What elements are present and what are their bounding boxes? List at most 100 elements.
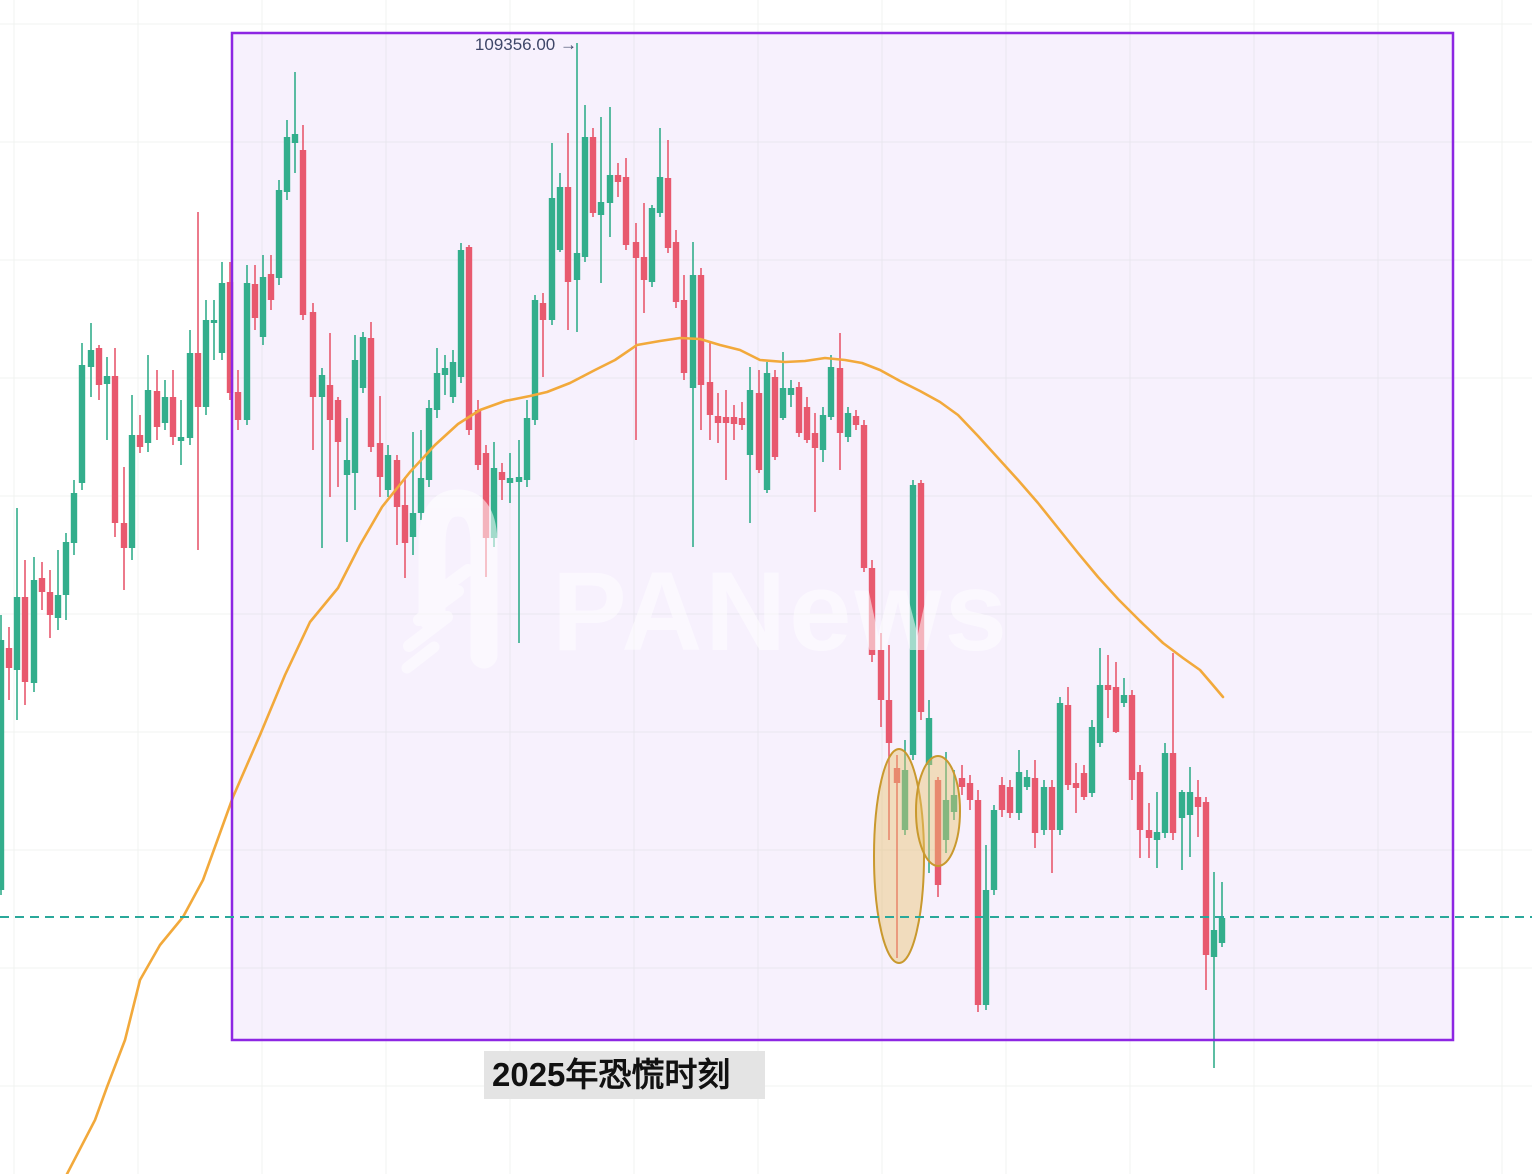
candle-body (1096, 685, 1104, 743)
candle-body (474, 410, 482, 465)
candle-body (194, 353, 202, 407)
candle-body (30, 580, 38, 683)
candle-body (606, 175, 614, 203)
candle-body (564, 187, 572, 282)
candle-body (5, 648, 13, 668)
candle-body (449, 362, 457, 397)
candle-body (1080, 773, 1088, 797)
candle-body (103, 376, 111, 384)
candle-body (597, 202, 605, 215)
high-price-marker: 109356.00 → (475, 35, 577, 54)
candle-body (990, 810, 998, 890)
candle-body (120, 523, 128, 548)
candle-body (656, 177, 664, 213)
candle-body (531, 300, 539, 420)
candle-body (885, 700, 893, 743)
candle-body (144, 390, 152, 443)
candle-body (425, 408, 433, 480)
candle-body (490, 468, 498, 538)
candle-body (1015, 772, 1023, 813)
candle-body (581, 137, 589, 257)
candle-body (1023, 777, 1031, 787)
candle-body (966, 783, 974, 800)
candle-body (343, 460, 351, 475)
candle-body (283, 137, 291, 192)
candle-body (844, 413, 852, 437)
candle-body (54, 595, 62, 618)
candle-body (860, 425, 868, 568)
annotation-ellipse (915, 755, 961, 867)
candle-body (1072, 783, 1080, 788)
candle-body (909, 485, 917, 755)
candle-body (982, 890, 990, 1005)
candle-body (299, 150, 307, 315)
candle-body (1056, 703, 1064, 830)
candle-body (548, 198, 556, 320)
candle-body (318, 375, 326, 397)
candle-body (1153, 832, 1161, 840)
candle-body (811, 433, 819, 448)
candle-body (632, 242, 640, 258)
candle-body (868, 568, 876, 655)
candle-body (787, 388, 795, 395)
candle-body (819, 415, 827, 450)
candle-body (771, 377, 779, 457)
candle-body (1120, 695, 1128, 703)
candle-body (1136, 772, 1144, 830)
candle-body (714, 416, 722, 423)
candle-body (917, 483, 925, 712)
candle-body (697, 275, 705, 385)
candle-body (218, 283, 226, 353)
candle-body (234, 392, 242, 420)
candle-body (482, 453, 490, 538)
watermark-text: PANews (552, 549, 1010, 674)
candle-body (351, 360, 359, 473)
candle-body (441, 368, 449, 375)
candle-body (730, 417, 738, 424)
candle-body (689, 275, 697, 388)
candle-body (202, 320, 210, 407)
candle-body (309, 312, 317, 397)
candle-body (111, 376, 119, 523)
candle-body (38, 578, 46, 592)
candle-body (161, 397, 169, 423)
candle-body (1202, 802, 1210, 955)
candle-body (259, 277, 267, 337)
candle-body (0, 640, 5, 890)
candle-body (186, 353, 194, 438)
candle-body (291, 134, 299, 143)
candle-body (1178, 792, 1186, 818)
candle-body (13, 597, 21, 670)
candle-body (1210, 930, 1218, 957)
candle-body (1104, 685, 1112, 690)
candle-body (706, 382, 714, 415)
candle-body (376, 443, 384, 477)
candle-body (803, 407, 811, 440)
candle-body (1186, 792, 1194, 815)
candle-body (70, 493, 78, 543)
candle-body (539, 303, 547, 320)
candle-body (1006, 787, 1014, 813)
candle-body (1031, 778, 1039, 833)
panic-moment-label: 2025年恐慌时刻 (484, 1051, 765, 1099)
candle-body (836, 368, 844, 433)
candle-body (974, 800, 982, 1005)
candle-body (210, 320, 218, 323)
candle-body (433, 373, 441, 410)
candle-body (128, 435, 136, 548)
candle-body (506, 478, 514, 483)
candle-body (680, 300, 688, 373)
candle-body (393, 460, 401, 507)
candle-body (893, 768, 901, 783)
candle-body (1112, 687, 1120, 732)
candle-body (640, 257, 648, 280)
candle-body (465, 247, 473, 430)
candle-body (46, 592, 54, 615)
candle-body (755, 393, 763, 470)
candle-body (515, 477, 523, 482)
candle-body (1169, 753, 1177, 833)
candle-body (573, 253, 581, 280)
candle-body (942, 800, 950, 840)
